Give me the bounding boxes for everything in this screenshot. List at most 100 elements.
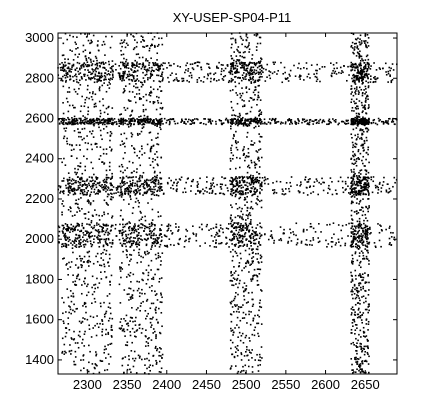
data-point <box>159 233 161 236</box>
data-point <box>229 279 232 282</box>
data-point <box>252 317 255 320</box>
data-point <box>142 110 145 113</box>
data-point <box>355 102 357 105</box>
data-point <box>364 234 367 237</box>
data-point <box>95 70 97 73</box>
data-point <box>230 55 233 57</box>
data-point <box>93 191 95 193</box>
data-point <box>110 198 112 201</box>
data-point <box>160 355 162 357</box>
data-point <box>82 354 85 356</box>
data-point <box>78 79 81 82</box>
data-point <box>129 287 132 290</box>
data-point <box>283 193 285 196</box>
data-point <box>87 120 89 123</box>
data-point <box>259 268 262 271</box>
data-point <box>130 132 133 134</box>
data-point <box>160 224 163 226</box>
data-point <box>87 218 90 220</box>
data-point <box>256 258 259 260</box>
data-point <box>248 122 251 124</box>
data-point <box>221 228 224 230</box>
data-point <box>75 173 78 176</box>
data-point <box>362 192 365 195</box>
data-point <box>237 349 239 352</box>
data-point <box>226 187 229 189</box>
data-point <box>79 178 82 181</box>
data-point <box>117 72 120 74</box>
data-point <box>68 118 71 121</box>
data-point <box>72 281 74 283</box>
data-point <box>108 165 111 168</box>
data-point <box>361 94 364 97</box>
data-point <box>257 60 260 63</box>
data-point <box>78 225 80 227</box>
data-point <box>67 73 69 76</box>
data-point <box>129 191 132 194</box>
data-point <box>241 317 244 319</box>
data-point <box>65 70 67 72</box>
data-point <box>369 228 371 230</box>
data-point <box>155 361 158 364</box>
data-point <box>353 284 356 287</box>
data-point <box>95 66 98 69</box>
data-point <box>110 342 113 345</box>
data-point <box>154 170 156 173</box>
data-point <box>77 346 80 349</box>
data-point <box>364 40 367 42</box>
data-point <box>103 111 106 114</box>
data-point <box>387 81 389 83</box>
data-point <box>156 59 158 61</box>
data-point <box>139 174 141 177</box>
data-point <box>90 226 93 228</box>
data-point <box>157 211 159 213</box>
data-point <box>146 186 149 188</box>
data-point <box>362 110 364 112</box>
data-point <box>239 215 241 218</box>
data-point <box>237 246 240 249</box>
data-point <box>64 130 67 132</box>
data-point <box>64 232 67 235</box>
data-point <box>207 74 210 77</box>
data-point <box>366 230 368 232</box>
data-point <box>248 235 251 237</box>
data-point <box>369 75 372 77</box>
data-point <box>362 330 365 333</box>
data-point <box>251 371 254 373</box>
data-point <box>125 58 128 61</box>
data-point <box>159 126 161 129</box>
data-point <box>146 143 149 146</box>
data-point <box>234 123 237 126</box>
data-point <box>202 122 205 125</box>
data-point <box>84 121 86 123</box>
data-point <box>128 190 131 193</box>
data-point <box>322 181 324 184</box>
data-point <box>354 230 357 232</box>
data-point <box>259 135 262 138</box>
data-point <box>104 72 106 74</box>
data-point <box>123 119 125 121</box>
data-point <box>122 226 124 229</box>
data-point <box>363 331 366 334</box>
data-point <box>153 171 156 174</box>
data-point <box>233 355 236 358</box>
data-point <box>66 140 68 143</box>
data-point <box>268 74 271 77</box>
data-point <box>378 67 381 69</box>
data-point <box>72 122 75 125</box>
data-point <box>138 89 141 91</box>
data-point <box>134 223 136 225</box>
data-point <box>85 180 88 182</box>
data-point <box>142 300 144 303</box>
data-point <box>241 179 244 181</box>
data-point <box>88 361 90 364</box>
data-point <box>91 98 94 101</box>
data-point <box>360 336 362 338</box>
data-point <box>359 59 362 62</box>
data-point <box>60 120 63 123</box>
data-point <box>100 76 103 79</box>
data-point <box>366 121 369 124</box>
data-point <box>273 71 276 73</box>
data-point <box>160 311 163 314</box>
data-point <box>355 287 358 289</box>
